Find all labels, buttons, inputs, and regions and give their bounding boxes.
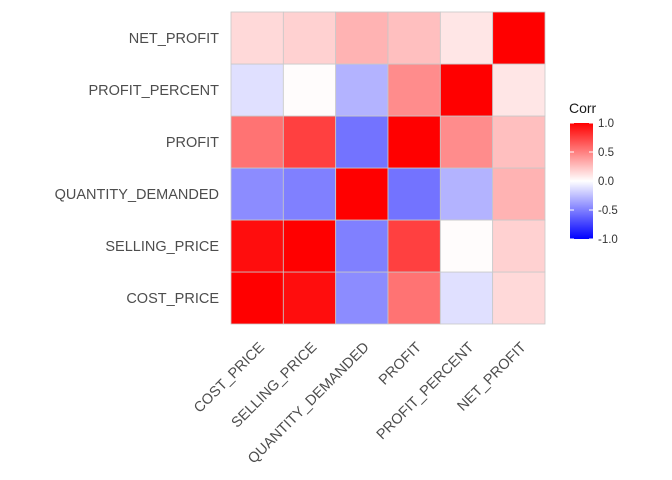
heatmap-cell-selling_price-profit_percent (439, 219, 494, 273)
heatmap-cell-quantity_demanded-net_profit (492, 167, 546, 221)
heatmap-cell-selling_price-net_profit (492, 219, 546, 273)
color-legend: Corr 1.0 0.5 0.0 -0.5 -1.0 (569, 100, 618, 246)
x-tick-label: PROFIT (376, 339, 425, 388)
heatmap-cell-profit_percent-net_profit (492, 63, 546, 117)
legend-tick-label: 0.0 (598, 176, 614, 188)
heatmap-cell-cost_price-selling_price (282, 271, 337, 325)
legend-tick-label: -0.5 (598, 205, 618, 217)
legend-tick-label: 1.0 (598, 118, 614, 130)
heatmap-cell-cost_price-cost_price (230, 271, 284, 325)
heatmap-cell-quantity_demanded-quantity_demanded (335, 167, 389, 221)
y-tick-label: PROFIT (166, 135, 219, 151)
y-axis-tick-labels: COST_PRICE SELLING_PRICE QUANTITY_DEMANDED… (55, 31, 220, 307)
y-tick-label: PROFIT_PERCENT (88, 83, 219, 99)
y-tick-label: QUANTITY_DEMANDED (55, 187, 219, 203)
legend-tick-label: 0.5 (598, 147, 614, 159)
heatmap-cell-quantity_demanded-profit_percent (439, 167, 494, 221)
heatmap-cell-cost_price-profit_percent (439, 271, 494, 325)
heatmap-cell-profit_percent-quantity_demanded (335, 63, 389, 117)
heatmap-cell-profit-selling_price (282, 115, 337, 169)
x-tick-label: PROFIT_PERCENT (374, 339, 478, 443)
heatmap-cell-cost_price-profit (387, 271, 441, 325)
heatmap-cell-profit-quantity_demanded (335, 115, 389, 169)
heatmap-cell-selling_price-profit (387, 219, 441, 273)
heatmap-cell-selling_price-quantity_demanded (335, 219, 389, 273)
heatmap-cell-net_profit-selling_price (282, 11, 337, 65)
legend-colorbar (570, 123, 593, 239)
heatmap-cell-quantity_demanded-selling_price (282, 167, 337, 221)
y-tick-label: SELLING_PRICE (105, 239, 219, 255)
legend-tick-label: -1.0 (598, 234, 618, 246)
heatmap-cell-profit-net_profit (492, 115, 546, 169)
heatmap-tiles (230, 11, 546, 325)
heatmap-cell-selling_price-cost_price (230, 219, 284, 273)
heatmap-cell-net_profit-profit (387, 11, 441, 65)
heatmap-cell-net_profit-quantity_demanded (335, 11, 389, 65)
y-tick-label: COST_PRICE (126, 291, 219, 307)
heatmap-cell-quantity_demanded-cost_price (230, 167, 284, 221)
x-axis-tick-labels: COST_PRICESELLING_PRICEQUANTITY_DEMANDED… (191, 339, 530, 467)
heatmap-cell-profit-profit (387, 115, 441, 169)
heatmap-cell-net_profit-profit_percent (439, 11, 494, 65)
heatmap-cell-selling_price-selling_price (282, 219, 337, 273)
legend-title: Corr (569, 100, 597, 116)
heatmap-cell-profit_percent-selling_price (282, 63, 337, 117)
y-tick-label: NET_PROFIT (129, 31, 219, 47)
heatmap-cell-quantity_demanded-profit (387, 167, 441, 221)
heatmap-cell-profit-profit_percent (439, 115, 494, 169)
heatmap-cell-profit_percent-cost_price (230, 63, 284, 117)
heatmap-cell-cost_price-quantity_demanded (335, 271, 389, 325)
heatmap-cell-net_profit-cost_price (230, 11, 284, 65)
heatmap-cell-profit_percent-profit (387, 63, 441, 117)
heatmap-cell-cost_price-net_profit (492, 271, 546, 325)
heatmap-cell-profit_percent-profit_percent (439, 63, 494, 117)
heatmap-cell-profit-cost_price (230, 115, 284, 169)
heatmap-cell-net_profit-net_profit (492, 11, 546, 65)
